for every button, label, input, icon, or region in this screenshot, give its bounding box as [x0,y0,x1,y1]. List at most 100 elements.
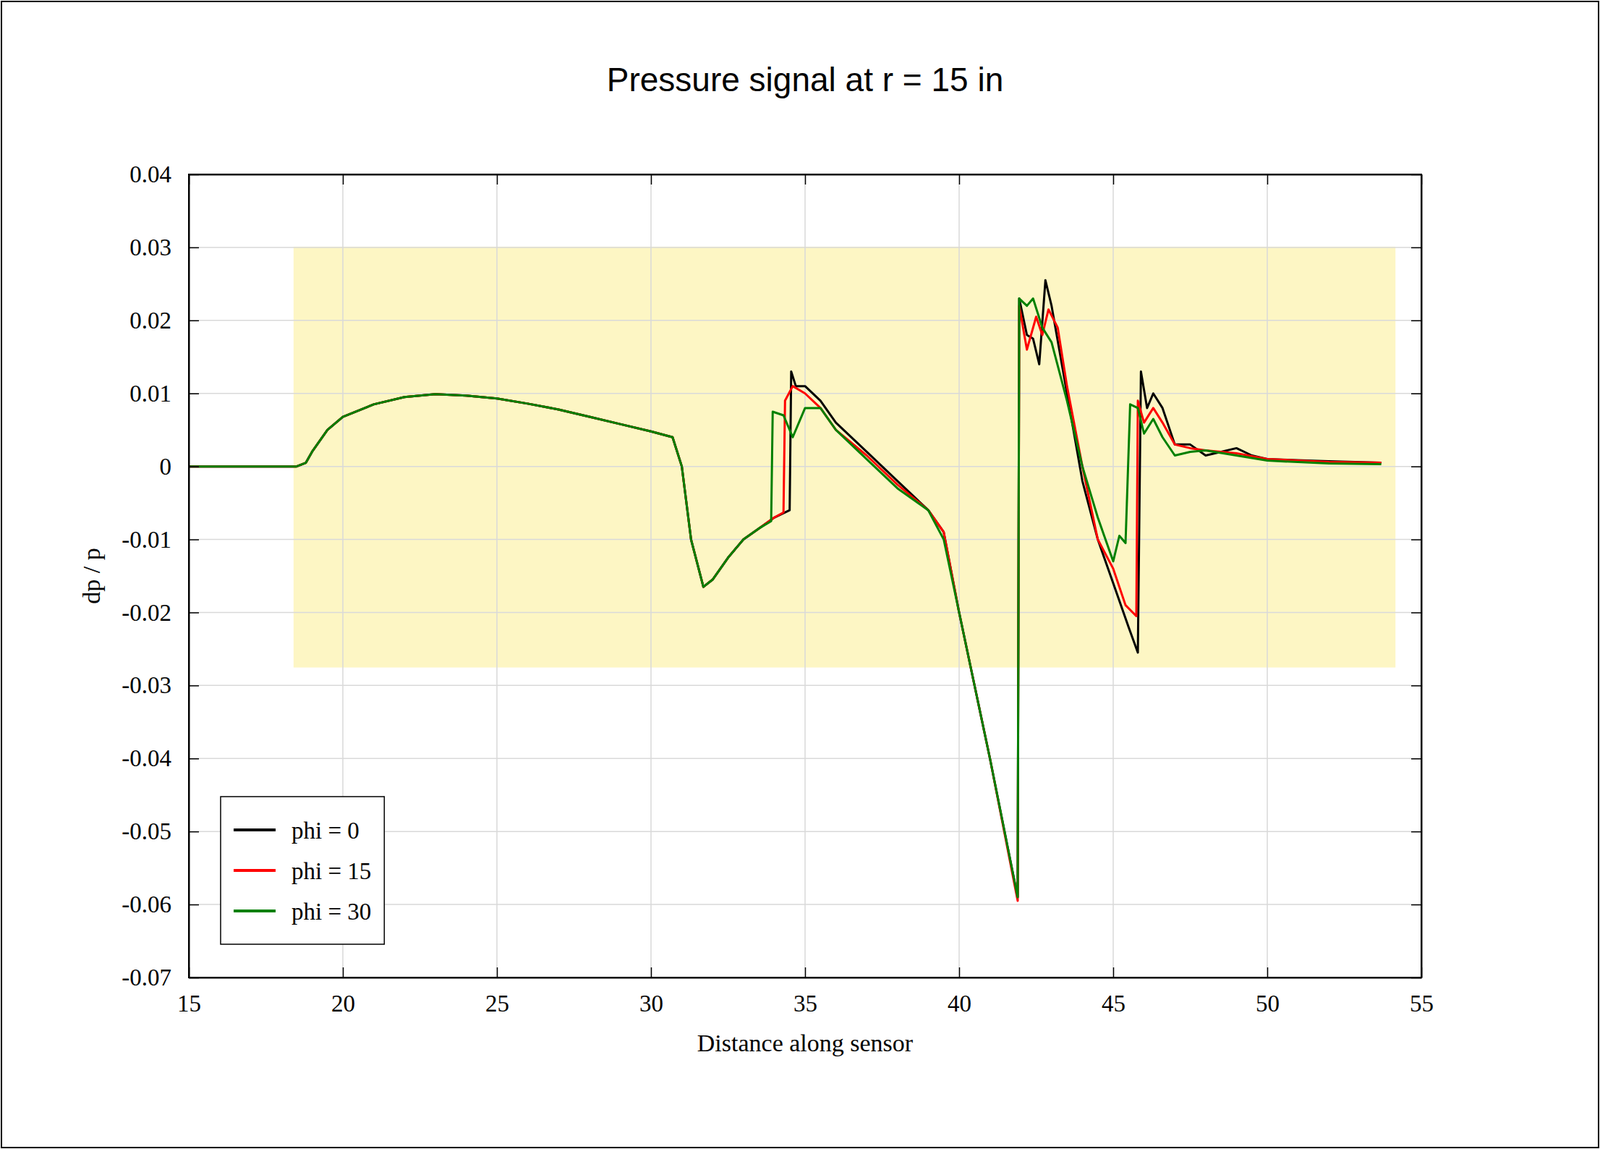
tick-label: 0.04 [129,161,172,188]
chart: 152025303540455055-0.07-0.06-0.05-0.04-0… [0,0,1600,1149]
grid-line-y [188,319,1422,322]
tick-mark [959,174,961,185]
legend-items: phi = 0 phi = 15 phi = 30 [233,817,372,925]
tick: -0.02 [121,599,199,626]
grid-line-x [496,174,498,978]
tick-mark [650,967,653,978]
tick-label: 25 [485,990,510,1017]
tick-mark [1411,684,1422,687]
tick-mark [805,967,807,978]
grid [188,174,1422,978]
tick: 50 [1255,967,1280,1017]
tick-mark [959,967,961,978]
tick-mark [188,465,199,468]
figure-frame [1,1,1599,1148]
tick [805,174,806,185]
tick-label: -0.03 [121,671,172,699]
tick-mark [1113,967,1115,978]
tick [1411,684,1422,686]
tick [342,174,344,185]
tick: -0.01 [121,526,199,553]
grid-line-x [958,174,960,978]
tick-mark [188,904,199,906]
tick [1411,904,1422,905]
tick-mark [1411,611,1422,614]
tick-mark [1411,320,1422,322]
tick-label: -0.06 [121,891,172,918]
grid-line-y [188,611,1422,614]
tick: -0.04 [121,745,199,772]
grid-line-y [188,758,1422,760]
grid-line-x [804,174,806,978]
plot-frame [188,174,1422,978]
tick: 25 [485,967,510,1017]
legend-label: phi = 30 [291,898,372,925]
tick: 35 [793,967,818,1017]
x-axis-title: Distance along sensor [697,1029,914,1057]
tick [1411,758,1422,759]
tick-mark [1411,465,1422,468]
tick-mark [1267,967,1269,978]
y-axis-title: dp / p [78,547,105,604]
tick-label: 20 [331,990,356,1017]
tick: -0.05 [121,818,199,845]
tick-mark [805,174,807,185]
tick-mark [1267,174,1269,185]
tick [1411,466,1422,468]
tick-label: 50 [1255,990,1280,1017]
tick-mark [496,967,499,978]
tick-mark [188,758,199,760]
tick: -0.06 [121,891,199,918]
tick-label: 55 [1409,990,1434,1017]
legend-box [220,796,385,944]
tick-label: 0.01 [129,380,172,407]
tick [1411,539,1422,541]
tick: 20 [331,967,356,1017]
tick-label: -0.07 [121,964,172,991]
tick-mark [496,174,499,185]
y-axis-right [1411,175,1423,978]
tick [1411,320,1422,322]
legend-swatch [233,868,276,872]
tick [1411,247,1422,249]
tick-mark [188,538,199,541]
grid-line-x [650,174,652,978]
grid-line-y [188,246,1422,249]
tick-mark [650,174,653,185]
tick [496,174,498,185]
tick [1267,174,1268,185]
tick-mark [188,247,199,249]
tick-label: -0.05 [121,818,172,845]
tick-mark [1411,831,1422,833]
tick-label: 0 [159,453,173,480]
tick-label: 0.02 [129,307,172,334]
legend-label: phi = 0 [291,817,360,844]
legend: phi = 0 phi = 15 phi = 30 [220,796,385,944]
x-axis-top [189,174,1423,185]
tick: -0.03 [121,671,199,699]
x-axis: 152025303540455055 [177,967,1434,1017]
legend-label: phi = 15 [291,857,372,884]
tick-mark [1411,247,1422,249]
tick-label: 35 [793,990,818,1017]
tick-label: 15 [177,990,202,1017]
plot: 152025303540455055-0.07-0.06-0.05-0.04-0… [121,161,1434,1017]
legend-swatch [233,909,276,913]
tick [1411,393,1422,395]
tick-mark [1411,392,1422,395]
grid-line-y [188,465,1422,468]
grid-line-y [188,684,1422,687]
tick-label: 40 [947,990,972,1017]
tick-mark [1113,174,1115,185]
tick: 0 [159,453,200,480]
tick: 45 [1101,967,1126,1017]
tick-mark [188,684,199,687]
tick-mark [188,392,199,395]
tick [1411,831,1422,832]
title: Pressure signal at r = 15 in [606,60,1004,99]
grid-line-x [1266,174,1268,978]
tick-label: -0.02 [121,599,172,626]
tick-mark [342,174,345,185]
tick-label: -0.04 [121,745,172,772]
tick-mark [188,831,199,833]
